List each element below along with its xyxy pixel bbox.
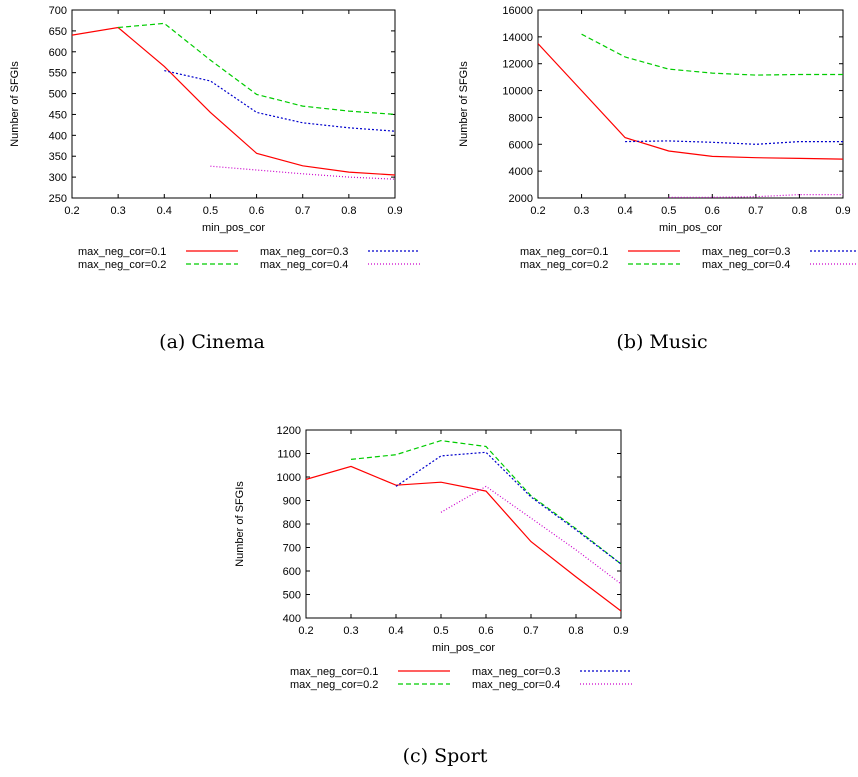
x-tick-label: 0.4 bbox=[157, 205, 172, 217]
y-tick-label: 600 bbox=[49, 47, 67, 59]
chart-1: 0.2 0.3 0.4 0.5 0.6 0.7 0.8 0.9 2000 4000 6000 8000… bbox=[458, 5, 858, 353]
x-tick-label: 0.5 bbox=[203, 205, 218, 217]
x-tick-label: 0.4 bbox=[388, 625, 403, 637]
series-line-3 bbox=[625, 140, 843, 145]
series-line-3 bbox=[164, 70, 395, 132]
legend-label: max_neg_cor=0.1 bbox=[78, 246, 166, 258]
legend-label: max_neg_cor=0.2 bbox=[520, 259, 608, 271]
plot-frame bbox=[537, 9, 844, 199]
x-axis-label: min_pos_cor bbox=[659, 222, 722, 234]
y-axis-label: Number of SFGIs bbox=[458, 61, 470, 147]
y-axis-label: Number of SFGIs bbox=[9, 61, 21, 147]
chart-0: 0.2 0.3 0.4 0.5 0.6 0.7 0.8 0.9 250 300 350 400 450 5… bbox=[9, 5, 420, 353]
y-tick-label: 500 bbox=[283, 590, 301, 602]
x-tick-label: 0.2 bbox=[298, 625, 313, 637]
x-tick-label: 0.7 bbox=[295, 205, 310, 217]
legend-label: max_neg_cor=0.2 bbox=[78, 259, 166, 271]
y-tick-label: 16000 bbox=[502, 5, 533, 17]
x-tick-label: 0.3 bbox=[574, 205, 589, 217]
y-tick-label: 8000 bbox=[509, 112, 533, 124]
figure-caption: (a) Cinema bbox=[159, 331, 265, 353]
legend-label: max_neg_cor=0.3 bbox=[472, 666, 560, 678]
x-tick-label: 0.8 bbox=[341, 205, 356, 217]
y-tick-label: 650 bbox=[49, 26, 67, 38]
x-tick-label: 0.5 bbox=[661, 205, 676, 217]
x-tick-label: 0.2 bbox=[64, 205, 79, 217]
x-tick-label: 0.4 bbox=[617, 205, 632, 217]
plot-frame bbox=[305, 429, 622, 619]
series-line-4 bbox=[210, 165, 395, 180]
figure-caption: (c) Sport bbox=[403, 745, 488, 767]
y-tick-label: 700 bbox=[49, 5, 67, 17]
chart-2: 0.2 0.3 0.4 0.5 0.6 0.7 0.8 0.9 400 500 600 700 800 9… bbox=[234, 425, 632, 767]
legend-label: max_neg_cor=0.3 bbox=[702, 246, 790, 258]
series-line-2 bbox=[581, 33, 843, 76]
y-tick-label: 300 bbox=[49, 172, 67, 184]
y-tick-label: 450 bbox=[49, 109, 67, 121]
legend-label: max_neg_cor=0.2 bbox=[290, 679, 378, 691]
y-tick-label: 500 bbox=[49, 89, 67, 101]
y-tick-label: 600 bbox=[283, 566, 301, 578]
series-line-1 bbox=[306, 465, 621, 612]
y-tick-label: 10000 bbox=[502, 86, 533, 98]
y-tick-label: 900 bbox=[283, 496, 301, 508]
x-tick-label: 0.3 bbox=[343, 625, 358, 637]
x-tick-label: 0.6 bbox=[478, 625, 493, 637]
x-axis-label: min_pos_cor bbox=[202, 222, 265, 234]
y-tick-label: 6000 bbox=[509, 139, 533, 151]
x-tick-label: 0.9 bbox=[835, 205, 850, 217]
x-tick-label: 0.8 bbox=[792, 205, 807, 217]
x-tick-label: 0.7 bbox=[748, 205, 763, 217]
legend-label: max_neg_cor=0.3 bbox=[260, 246, 348, 258]
y-tick-label: 400 bbox=[49, 130, 67, 142]
x-tick-label: 0.6 bbox=[705, 205, 720, 217]
series-line-1 bbox=[538, 43, 843, 160]
series-line-2 bbox=[118, 22, 395, 115]
y-tick-label: 14000 bbox=[502, 32, 533, 44]
x-tick-label: 0.9 bbox=[613, 625, 628, 637]
y-tick-label: 250 bbox=[49, 193, 67, 205]
y-tick-label: 1200 bbox=[277, 425, 301, 437]
figure-caption: (b) Music bbox=[616, 331, 707, 353]
plot-frame bbox=[71, 9, 396, 199]
series-line-2 bbox=[350, 439, 621, 565]
y-tick-label: 12000 bbox=[502, 59, 533, 71]
y-tick-label: 2000 bbox=[509, 193, 533, 205]
y-axis-label: Number of SFGIs bbox=[234, 481, 246, 567]
x-axis-label: min_pos_cor bbox=[432, 642, 495, 654]
y-tick-label: 4000 bbox=[509, 166, 533, 178]
y-tick-label: 400 bbox=[283, 613, 301, 625]
y-tick-label: 550 bbox=[49, 68, 67, 80]
series-line-1 bbox=[72, 26, 395, 176]
legend-label: max_neg_cor=0.1 bbox=[290, 666, 378, 678]
y-tick-label: 700 bbox=[283, 543, 301, 555]
series-line-4 bbox=[440, 485, 621, 585]
x-tick-label: 0.9 bbox=[387, 205, 402, 217]
series-line-4 bbox=[668, 194, 843, 198]
legend-label: max_neg_cor=0.4 bbox=[260, 259, 348, 271]
legend-label: max_neg_cor=0.4 bbox=[702, 259, 790, 271]
y-tick-label: 1100 bbox=[277, 449, 301, 461]
x-tick-label: 0.8 bbox=[568, 625, 583, 637]
x-tick-label: 0.3 bbox=[110, 205, 125, 217]
legend-label: max_neg_cor=0.4 bbox=[472, 679, 560, 691]
series-line-3 bbox=[395, 451, 621, 565]
legend-label: max_neg_cor=0.1 bbox=[520, 246, 608, 258]
x-tick-label: 0.5 bbox=[433, 625, 448, 637]
y-tick-label: 350 bbox=[49, 151, 67, 163]
x-tick-label: 0.2 bbox=[530, 205, 545, 217]
y-tick-label: 800 bbox=[283, 519, 301, 531]
x-tick-label: 0.7 bbox=[523, 625, 538, 637]
y-tick-label: 1000 bbox=[277, 472, 301, 484]
x-tick-label: 0.6 bbox=[249, 205, 264, 217]
